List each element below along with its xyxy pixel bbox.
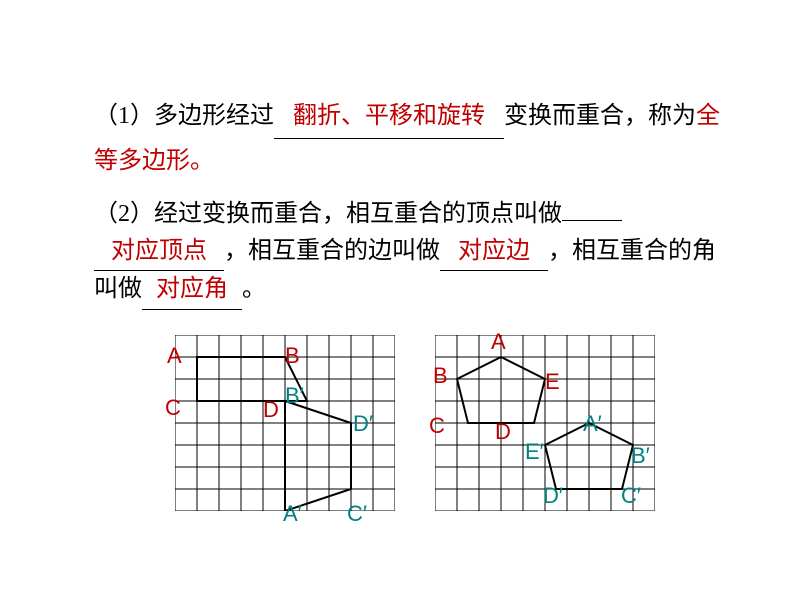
vertex-label-B: B xyxy=(285,343,300,369)
p2-end: 。 xyxy=(242,276,266,302)
p1-fill1: 翻折、平移和旋转 xyxy=(274,94,504,139)
p2-mid1: ，相互重合的边叫做 xyxy=(224,238,440,264)
vertex-label-Aprime: A′ xyxy=(283,501,302,527)
grid-1: ABB′CDD′A′C′ xyxy=(175,335,395,516)
vertex-label-Cprime: C′ xyxy=(621,483,641,509)
vertex-label-Bprime: B′ xyxy=(285,383,304,409)
vertex-label-D: D xyxy=(263,397,279,423)
paragraph-1: （1）多边形经过翻折、平移和旋转变换而重合，称为全等多边形。 xyxy=(94,94,734,184)
vertex-label-A: A xyxy=(167,343,182,369)
p2-fill1: 对应顶点 xyxy=(94,233,224,271)
vertex-label-Dprime: D′ xyxy=(543,483,563,509)
vertex-label-Bprime: B′ xyxy=(631,443,650,469)
grid-2: ABECDA′E′B′D′C′ xyxy=(435,335,655,516)
vertex-label-A: A xyxy=(491,329,506,355)
p2-fill2: 对应边 xyxy=(440,233,548,271)
vertex-label-Aprime: A′ xyxy=(583,411,602,437)
paragraph-2: （2）经过变换而重合，相互重合的顶点叫做 对应顶点，相互重合的边叫做对应边，相互… xyxy=(94,196,734,310)
p2-blank-lead xyxy=(562,220,622,221)
vertex-label-C: C xyxy=(429,413,445,439)
p2-fill3: 对应角 xyxy=(142,271,242,309)
vertex-label-C: C xyxy=(165,395,181,421)
vertex-label-B: B xyxy=(433,363,448,389)
vertex-label-D: D xyxy=(495,419,511,445)
p2-prefix: （2）经过变换而重合，相互重合的顶点叫做 xyxy=(94,201,562,227)
grids-container: ABB′CDD′A′C′ ABECDA′E′B′D′C′ xyxy=(175,335,655,516)
p1-mid: 变换而重合，称为 xyxy=(504,103,696,129)
vertex-label-Dprime: D′ xyxy=(353,411,373,437)
vertex-label-E: E xyxy=(545,369,560,395)
vertex-label-Eprime: E′ xyxy=(525,439,544,465)
p1-prefix: （1）多边形经过 xyxy=(94,103,274,129)
vertex-label-Cprime: C′ xyxy=(347,501,367,527)
